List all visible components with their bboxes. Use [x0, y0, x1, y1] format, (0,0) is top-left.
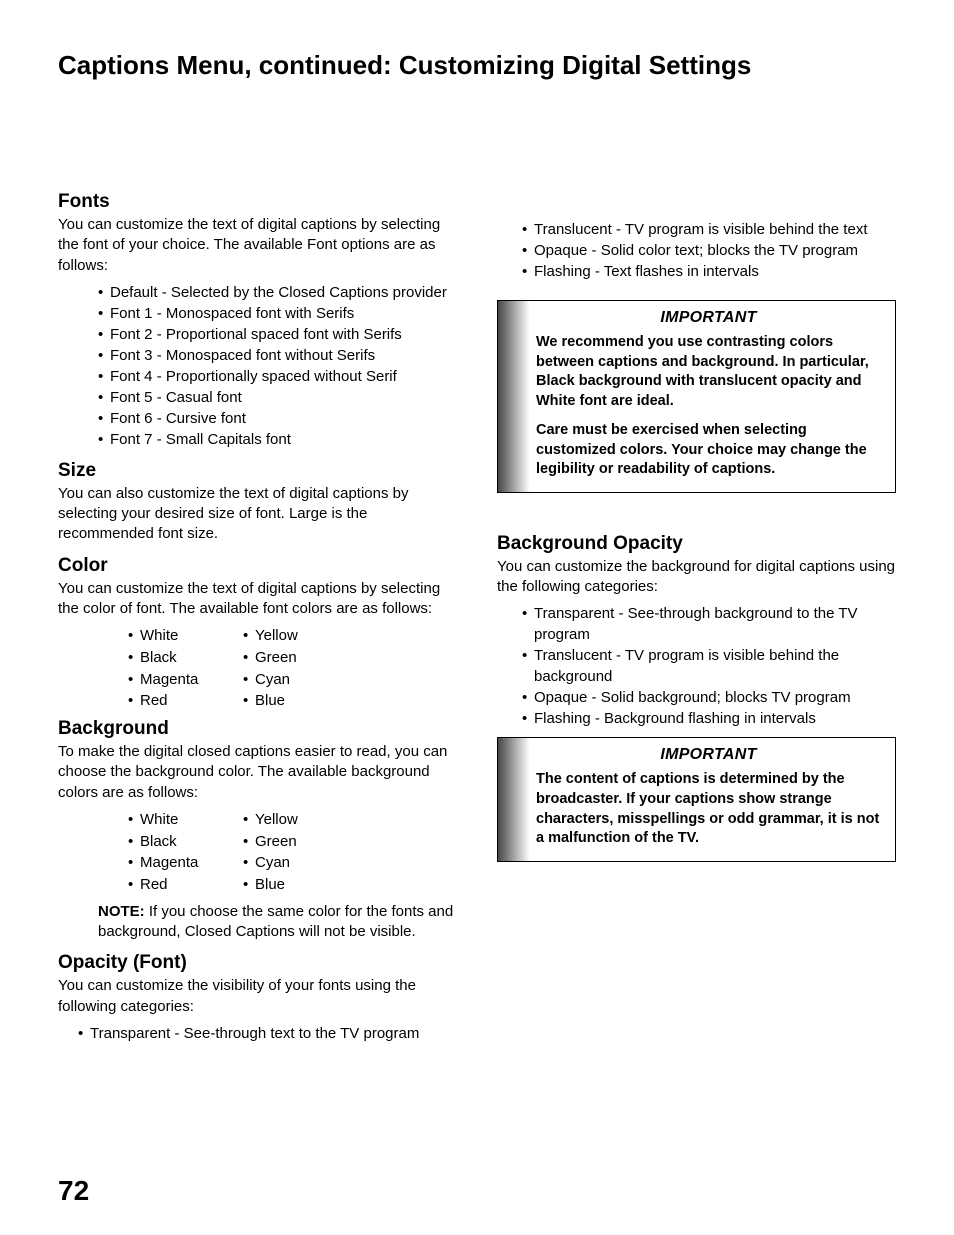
callout-p1: The content of captions is determined by…: [536, 770, 881, 848]
background-list-a: White Black Magenta Red: [128, 809, 223, 896]
page: Captions Menu, continued: Customizing Di…: [0, 0, 954, 1235]
list-item: Transparent - See-through text to the TV…: [78, 1023, 457, 1044]
right-column: Translucent - TV program is visible behi…: [497, 191, 896, 1052]
list-item: Transparent - See-through background to …: [522, 603, 896, 645]
columns: Fonts You can customize the text of digi…: [58, 191, 896, 1052]
background-intro: To make the digital closed captions easi…: [58, 742, 457, 803]
background-list-b: Yellow Green Cyan Blue: [243, 809, 338, 896]
opacity-font-list: Transparent - See-through text to the TV…: [78, 1023, 457, 1044]
bg-opacity-intro: You can customize the background for dig…: [497, 557, 896, 598]
list-item: Font 7 - Small Capitals font: [98, 429, 457, 450]
list-item: Default - Selected by the Closed Caption…: [98, 282, 457, 303]
list-item: Cyan: [243, 852, 338, 874]
list-item: Translucent - TV program is visible behi…: [522, 219, 896, 240]
list-item: Blue: [243, 690, 338, 712]
list-item: Black: [128, 831, 223, 853]
callout-important-1: IMPORTANT We recommend you use contrasti…: [497, 300, 896, 493]
list-item: Flashing - Text flashes in intervals: [522, 261, 896, 282]
color-list: White Black Magenta Red Yellow Green Cya…: [128, 625, 457, 712]
fonts-intro: You can customize the text of digital ca…: [58, 215, 457, 276]
list-item: Font 4 - Proportionally spaced without S…: [98, 366, 457, 387]
background-list: White Black Magenta Red Yellow Green Cya…: [128, 809, 457, 896]
callout-important-2: IMPORTANT The content of captions is det…: [497, 737, 896, 861]
note-label: NOTE:: [98, 903, 145, 920]
list-item: White: [128, 625, 223, 647]
list-item: Opaque - Solid color text; blocks the TV…: [522, 240, 896, 261]
list-item: Opaque - Solid background; blocks TV pro…: [522, 687, 896, 708]
list-item: Font 1 - Monospaced font with Serifs: [98, 303, 457, 324]
list-item: Font 3 - Monospaced font without Serifs: [98, 345, 457, 366]
list-item: Green: [243, 647, 338, 669]
list-item: White: [128, 809, 223, 831]
heading-bg-opacity: Background Opacity: [497, 533, 896, 555]
list-item: Blue: [243, 874, 338, 896]
left-column: Fonts You can customize the text of digi…: [58, 191, 457, 1052]
color-list-b: Yellow Green Cyan Blue: [243, 625, 338, 712]
page-title: Captions Menu, continued: Customizing Di…: [58, 50, 896, 81]
list-item: Red: [128, 690, 223, 712]
list-item: Black: [128, 647, 223, 669]
heading-opacity-font: Opacity (Font): [58, 952, 457, 974]
fonts-list: Default - Selected by the Closed Caption…: [98, 282, 457, 450]
list-item: Cyan: [243, 669, 338, 691]
list-item: Magenta: [128, 852, 223, 874]
callout-title: IMPORTANT: [536, 746, 881, 764]
note-text: If you choose the same color for the fon…: [98, 903, 453, 940]
size-intro: You can also customize the text of digit…: [58, 484, 457, 545]
heading-size: Size: [58, 460, 457, 482]
callout-p2: Care must be exercised when selecting cu…: [536, 421, 881, 480]
color-intro: You can customize the text of digital ca…: [58, 579, 457, 620]
list-item: Green: [243, 831, 338, 853]
list-item: Magenta: [128, 669, 223, 691]
heading-background: Background: [58, 718, 457, 740]
list-item: Translucent - TV program is visible behi…: [522, 645, 896, 687]
opacity-font-list-cont: Translucent - TV program is visible behi…: [522, 219, 896, 282]
list-item: Red: [128, 874, 223, 896]
heading-color: Color: [58, 555, 457, 577]
list-item: Yellow: [243, 625, 338, 647]
list-item: Font 6 - Cursive font: [98, 408, 457, 429]
opacity-font-intro: You can customize the visibility of your…: [58, 976, 457, 1017]
list-item: Font 5 - Casual font: [98, 387, 457, 408]
list-item: Yellow: [243, 809, 338, 831]
heading-fonts: Fonts: [58, 191, 457, 213]
callout-title: IMPORTANT: [536, 309, 881, 327]
background-note: NOTE: If you choose the same color for t…: [98, 902, 457, 943]
list-item: Flashing - Background flashing in interv…: [522, 708, 896, 729]
callout-p1: We recommend you use contrasting colors …: [536, 333, 881, 411]
color-list-a: White Black Magenta Red: [128, 625, 223, 712]
page-number: 72: [58, 1175, 89, 1207]
bg-opacity-list: Transparent - See-through background to …: [522, 603, 896, 729]
list-item: Font 2 - Proportional spaced font with S…: [98, 324, 457, 345]
